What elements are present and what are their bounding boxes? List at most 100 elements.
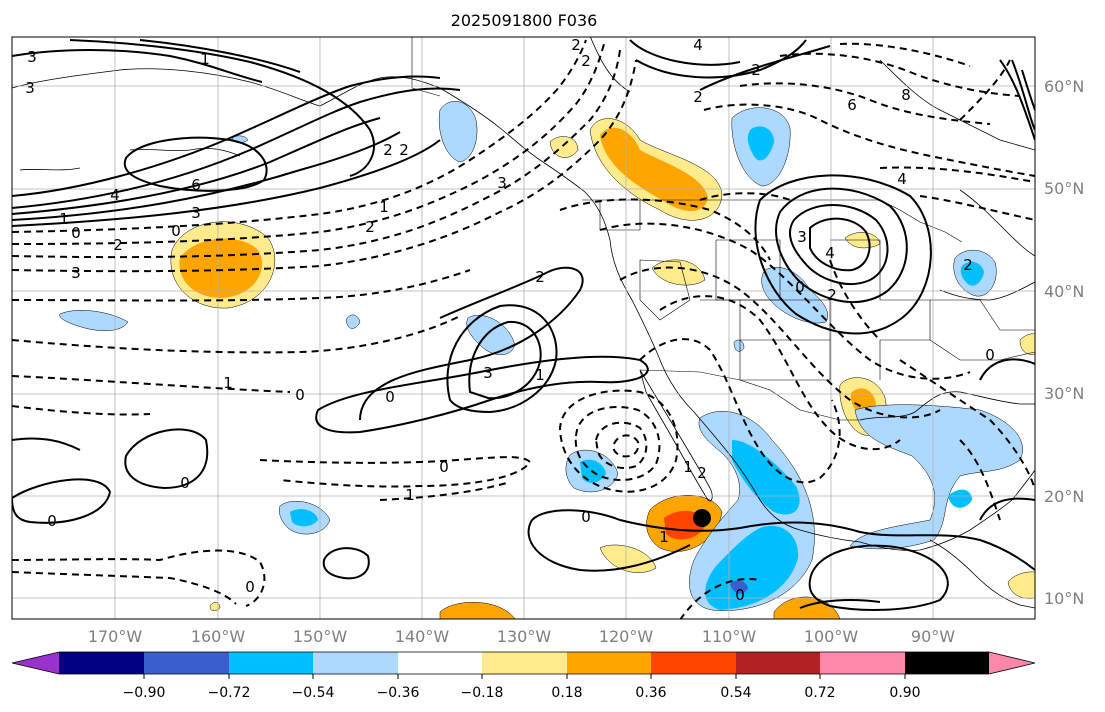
- colorbar: −0.90 −0.72 −0.54 −0.36 −0.18 0.18 0.36 …: [11, 651, 1036, 701]
- solid-contours: [12, 39, 1035, 611]
- lat-label-50n: 50°N: [1044, 179, 1084, 198]
- colorbar-tick-label: −0.90: [123, 685, 166, 701]
- colorbar-tick-label: −0.18: [461, 685, 504, 701]
- contour-label: 2: [581, 52, 591, 70]
- warm-anomaly-area: [651, 259, 706, 286]
- contour-label: 1: [223, 374, 233, 392]
- lat-label-60n: 60°N: [1044, 77, 1084, 96]
- cool-anomaly-core: [747, 126, 774, 161]
- storm-center-marker: [693, 509, 711, 527]
- warm-anomaly-area: [1019, 333, 1035, 355]
- colorbar-ticks: [143, 674, 906, 679]
- cool-anomaly-core: [948, 489, 972, 508]
- contour-label: 0: [985, 346, 995, 364]
- colorbar-bin: [567, 652, 651, 674]
- colorbar-extend-min: [12, 652, 59, 674]
- contour-label: 0: [47, 512, 57, 530]
- contour-label: 1: [683, 458, 693, 476]
- contour-label: 3: [191, 204, 201, 222]
- contour-label: 2: [365, 218, 375, 236]
- warm-anomaly-area: [599, 544, 657, 573]
- contour-label: 0: [295, 386, 305, 404]
- cool-anomaly-area: [761, 266, 828, 324]
- lon-label-150w: 150°W: [293, 627, 348, 646]
- contour-label: 2: [535, 268, 545, 286]
- colorbar-bin: [229, 652, 313, 674]
- dashed-contours: [12, 39, 1035, 619]
- contour-label: 2: [693, 88, 703, 106]
- contour-label: 2: [399, 141, 409, 159]
- contour-labels: 3 3 1 4 6 2 2 3 1 0 2 2 3 0 1 2 3 1 0 0 …: [25, 37, 995, 604]
- map-title: 2025091800 F036: [451, 11, 598, 30]
- contour-label: 3: [25, 79, 35, 97]
- colorbar-tick-label: 0.90: [889, 685, 920, 701]
- contour-label: 3: [71, 264, 81, 282]
- colorbar-bin: [313, 652, 398, 674]
- contour-label: 1: [405, 486, 415, 504]
- colorbar-tick-label: −0.54: [292, 685, 335, 701]
- contour-label: 2: [113, 236, 123, 254]
- political-borders: [411, 37, 1035, 421]
- contour-label: 0: [171, 222, 181, 240]
- contour-label: 3: [27, 48, 37, 66]
- contour-label: 1: [379, 198, 389, 216]
- cool-anomaly-core: [290, 509, 318, 527]
- contour-label: 2: [963, 256, 973, 274]
- cool-anomaly-core: [705, 525, 799, 610]
- latitude-labels: 60°N 50°N 40°N 30°N 20°N 10°N: [1044, 77, 1084, 608]
- contour-label: 2: [751, 61, 761, 79]
- shading-negative: [59, 101, 1023, 611]
- contour-label: 0: [71, 224, 81, 242]
- cool-anomaly-area: [733, 339, 745, 352]
- colorbar-tick-label: 0.18: [551, 685, 582, 701]
- warm-anomaly-core: [179, 238, 262, 298]
- colorbar-extend-max: [989, 652, 1035, 674]
- cool-anomaly-area: [345, 314, 361, 329]
- colorbar-bin: [398, 652, 482, 674]
- colorbar-bin: [820, 652, 905, 674]
- contour-label: 8: [901, 86, 911, 104]
- colorbar-bin: [59, 652, 144, 674]
- lon-label-100w: 100°W: [804, 627, 859, 646]
- cool-anomaly-area: [849, 404, 1023, 550]
- map-frame: [11, 36, 1036, 620]
- contour-label: 6: [847, 96, 857, 114]
- contour-label: 2: [697, 464, 707, 482]
- contour-label: 1: [200, 50, 210, 68]
- warm-anomaly-area: [1007, 571, 1035, 599]
- contour-label: 4: [825, 244, 835, 262]
- cool-anomaly-area: [466, 315, 516, 355]
- warm-anomaly-core: [600, 127, 708, 211]
- contour-label: 0: [735, 586, 745, 604]
- lon-label-110w: 110°W: [702, 627, 757, 646]
- lat-label-40n: 40°N: [1044, 282, 1084, 301]
- lat-label-10n: 10°N: [1044, 589, 1084, 608]
- contour-label: 6: [191, 176, 201, 194]
- colorbar-tick-label: 0.36: [635, 685, 666, 701]
- map-background: [12, 37, 1035, 619]
- contour-label: 1: [59, 210, 69, 228]
- lat-label-20n: 20°N: [1044, 487, 1084, 506]
- shading-positive: [170, 118, 1035, 619]
- colorbar-bin: [144, 652, 229, 674]
- lon-label-170w: 170°W: [88, 627, 143, 646]
- contour-label: 2: [383, 141, 393, 159]
- lon-label-120w: 120°W: [599, 627, 654, 646]
- lon-label-90w: 90°W: [911, 627, 955, 646]
- contour-label: 0: [439, 458, 449, 476]
- contour-label: 0: [795, 278, 805, 296]
- colorbar-tick-label: −0.72: [208, 685, 251, 701]
- contour-label: 3: [497, 174, 507, 192]
- colorbar-tick-label: −0.36: [377, 685, 420, 701]
- colorbar-bin: [905, 652, 989, 674]
- lon-label-140w: 140°W: [395, 627, 450, 646]
- contour-label: 0: [180, 474, 190, 492]
- map-layer: 3 3 1 4 6 2 2 3 1 0 2 2 3 0 1 2 3 1 0 0 …: [12, 37, 1035, 619]
- contour-label: 4: [110, 186, 120, 204]
- strong-cool-anomaly: [730, 580, 748, 594]
- cool-anomaly-core: [960, 261, 984, 286]
- contour-label: 2: [827, 286, 837, 304]
- colorbar-tick-label: 0.72: [804, 685, 835, 701]
- colorbar-bin: [482, 652, 567, 674]
